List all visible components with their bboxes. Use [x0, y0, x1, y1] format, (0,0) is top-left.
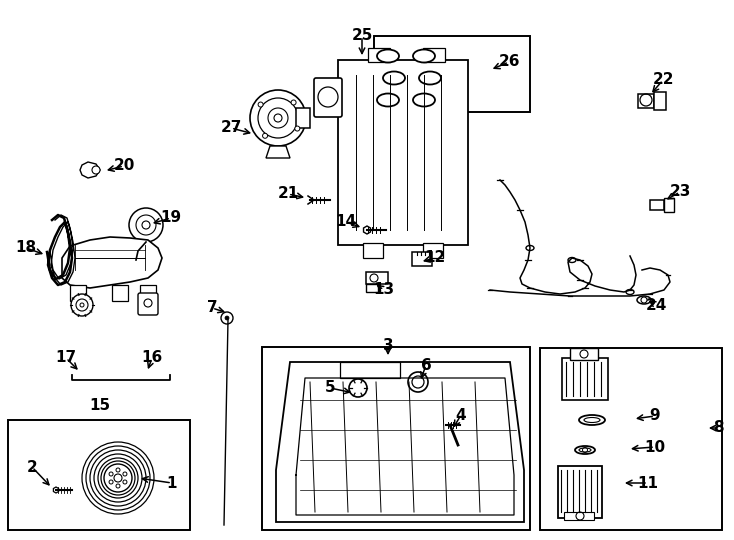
Bar [366, 272, 388, 284]
Ellipse shape [419, 71, 441, 84]
FancyBboxPatch shape [138, 293, 158, 315]
Circle shape [71, 294, 93, 316]
Bar [564, 512, 594, 520]
Text: 14: 14 [335, 214, 357, 230]
Circle shape [221, 312, 233, 324]
Text: 27: 27 [220, 120, 241, 136]
Polygon shape [80, 162, 100, 178]
Bar [412, 252, 432, 266]
Ellipse shape [132, 259, 140, 264]
Bar [366, 284, 378, 292]
Bar [650, 200, 664, 210]
Circle shape [291, 100, 296, 105]
Text: 26: 26 [498, 55, 520, 70]
Text: 5: 5 [324, 381, 335, 395]
Bar [338, 60, 468, 245]
Text: 7: 7 [207, 300, 217, 315]
Bar [664, 198, 674, 212]
Text: 9: 9 [650, 408, 661, 423]
Circle shape [123, 472, 127, 476]
Bar [70, 285, 86, 301]
Text: 2: 2 [26, 460, 37, 475]
Circle shape [76, 299, 88, 311]
Circle shape [129, 208, 163, 242]
Text: 15: 15 [90, 399, 111, 414]
Bar [423, 243, 443, 258]
Text: 25: 25 [352, 29, 373, 44]
Circle shape [123, 480, 127, 484]
Text: 19: 19 [161, 211, 181, 226]
Circle shape [349, 379, 367, 397]
Ellipse shape [413, 50, 435, 63]
Ellipse shape [413, 93, 435, 106]
Circle shape [250, 90, 306, 146]
FancyBboxPatch shape [314, 78, 342, 117]
Text: 21: 21 [277, 186, 299, 201]
Bar [423, 48, 445, 62]
Text: 16: 16 [142, 350, 163, 366]
Circle shape [109, 480, 113, 484]
Bar [8, 420, 190, 530]
Text: 12: 12 [424, 251, 446, 266]
Bar [540, 348, 722, 530]
Bar [368, 48, 390, 62]
Bar [112, 285, 128, 301]
Polygon shape [54, 487, 59, 493]
Bar [558, 466, 602, 518]
Circle shape [116, 484, 120, 488]
Ellipse shape [377, 50, 399, 63]
Polygon shape [363, 226, 371, 234]
Circle shape [274, 114, 282, 122]
Circle shape [263, 133, 268, 138]
Ellipse shape [377, 93, 399, 106]
Text: 24: 24 [645, 298, 666, 313]
Ellipse shape [626, 289, 634, 294]
Text: 1: 1 [167, 476, 177, 490]
Text: 8: 8 [713, 421, 723, 435]
Bar [638, 94, 654, 108]
Ellipse shape [637, 296, 651, 304]
Polygon shape [62, 237, 162, 288]
Text: 6: 6 [421, 357, 432, 373]
Bar [296, 108, 310, 128]
Bar [562, 358, 608, 400]
Text: 3: 3 [382, 338, 393, 353]
Polygon shape [266, 146, 290, 158]
Ellipse shape [526, 246, 534, 251]
Bar [262, 347, 530, 530]
Circle shape [295, 126, 299, 131]
Circle shape [114, 474, 122, 482]
Circle shape [580, 350, 588, 358]
Text: 18: 18 [15, 240, 37, 255]
Circle shape [408, 372, 428, 392]
Circle shape [268, 108, 288, 128]
Text: 22: 22 [653, 72, 674, 87]
Bar [363, 243, 383, 258]
Circle shape [142, 221, 150, 229]
Text: 4: 4 [456, 408, 466, 422]
Circle shape [109, 472, 113, 476]
Circle shape [225, 316, 229, 320]
Bar [654, 92, 666, 110]
Bar [140, 285, 156, 301]
Text: 13: 13 [374, 282, 395, 298]
Ellipse shape [383, 71, 405, 84]
Bar [374, 36, 530, 112]
Text: 17: 17 [56, 350, 76, 366]
Circle shape [80, 303, 84, 307]
Text: 10: 10 [644, 440, 666, 455]
Text: 23: 23 [669, 185, 691, 199]
Polygon shape [276, 362, 524, 522]
Circle shape [104, 464, 132, 492]
Bar [570, 348, 598, 360]
Ellipse shape [568, 258, 576, 262]
Text: 20: 20 [113, 159, 134, 173]
Text: 11: 11 [638, 476, 658, 490]
Bar [340, 362, 400, 378]
Circle shape [92, 166, 100, 174]
Circle shape [258, 102, 263, 107]
Circle shape [116, 468, 120, 472]
